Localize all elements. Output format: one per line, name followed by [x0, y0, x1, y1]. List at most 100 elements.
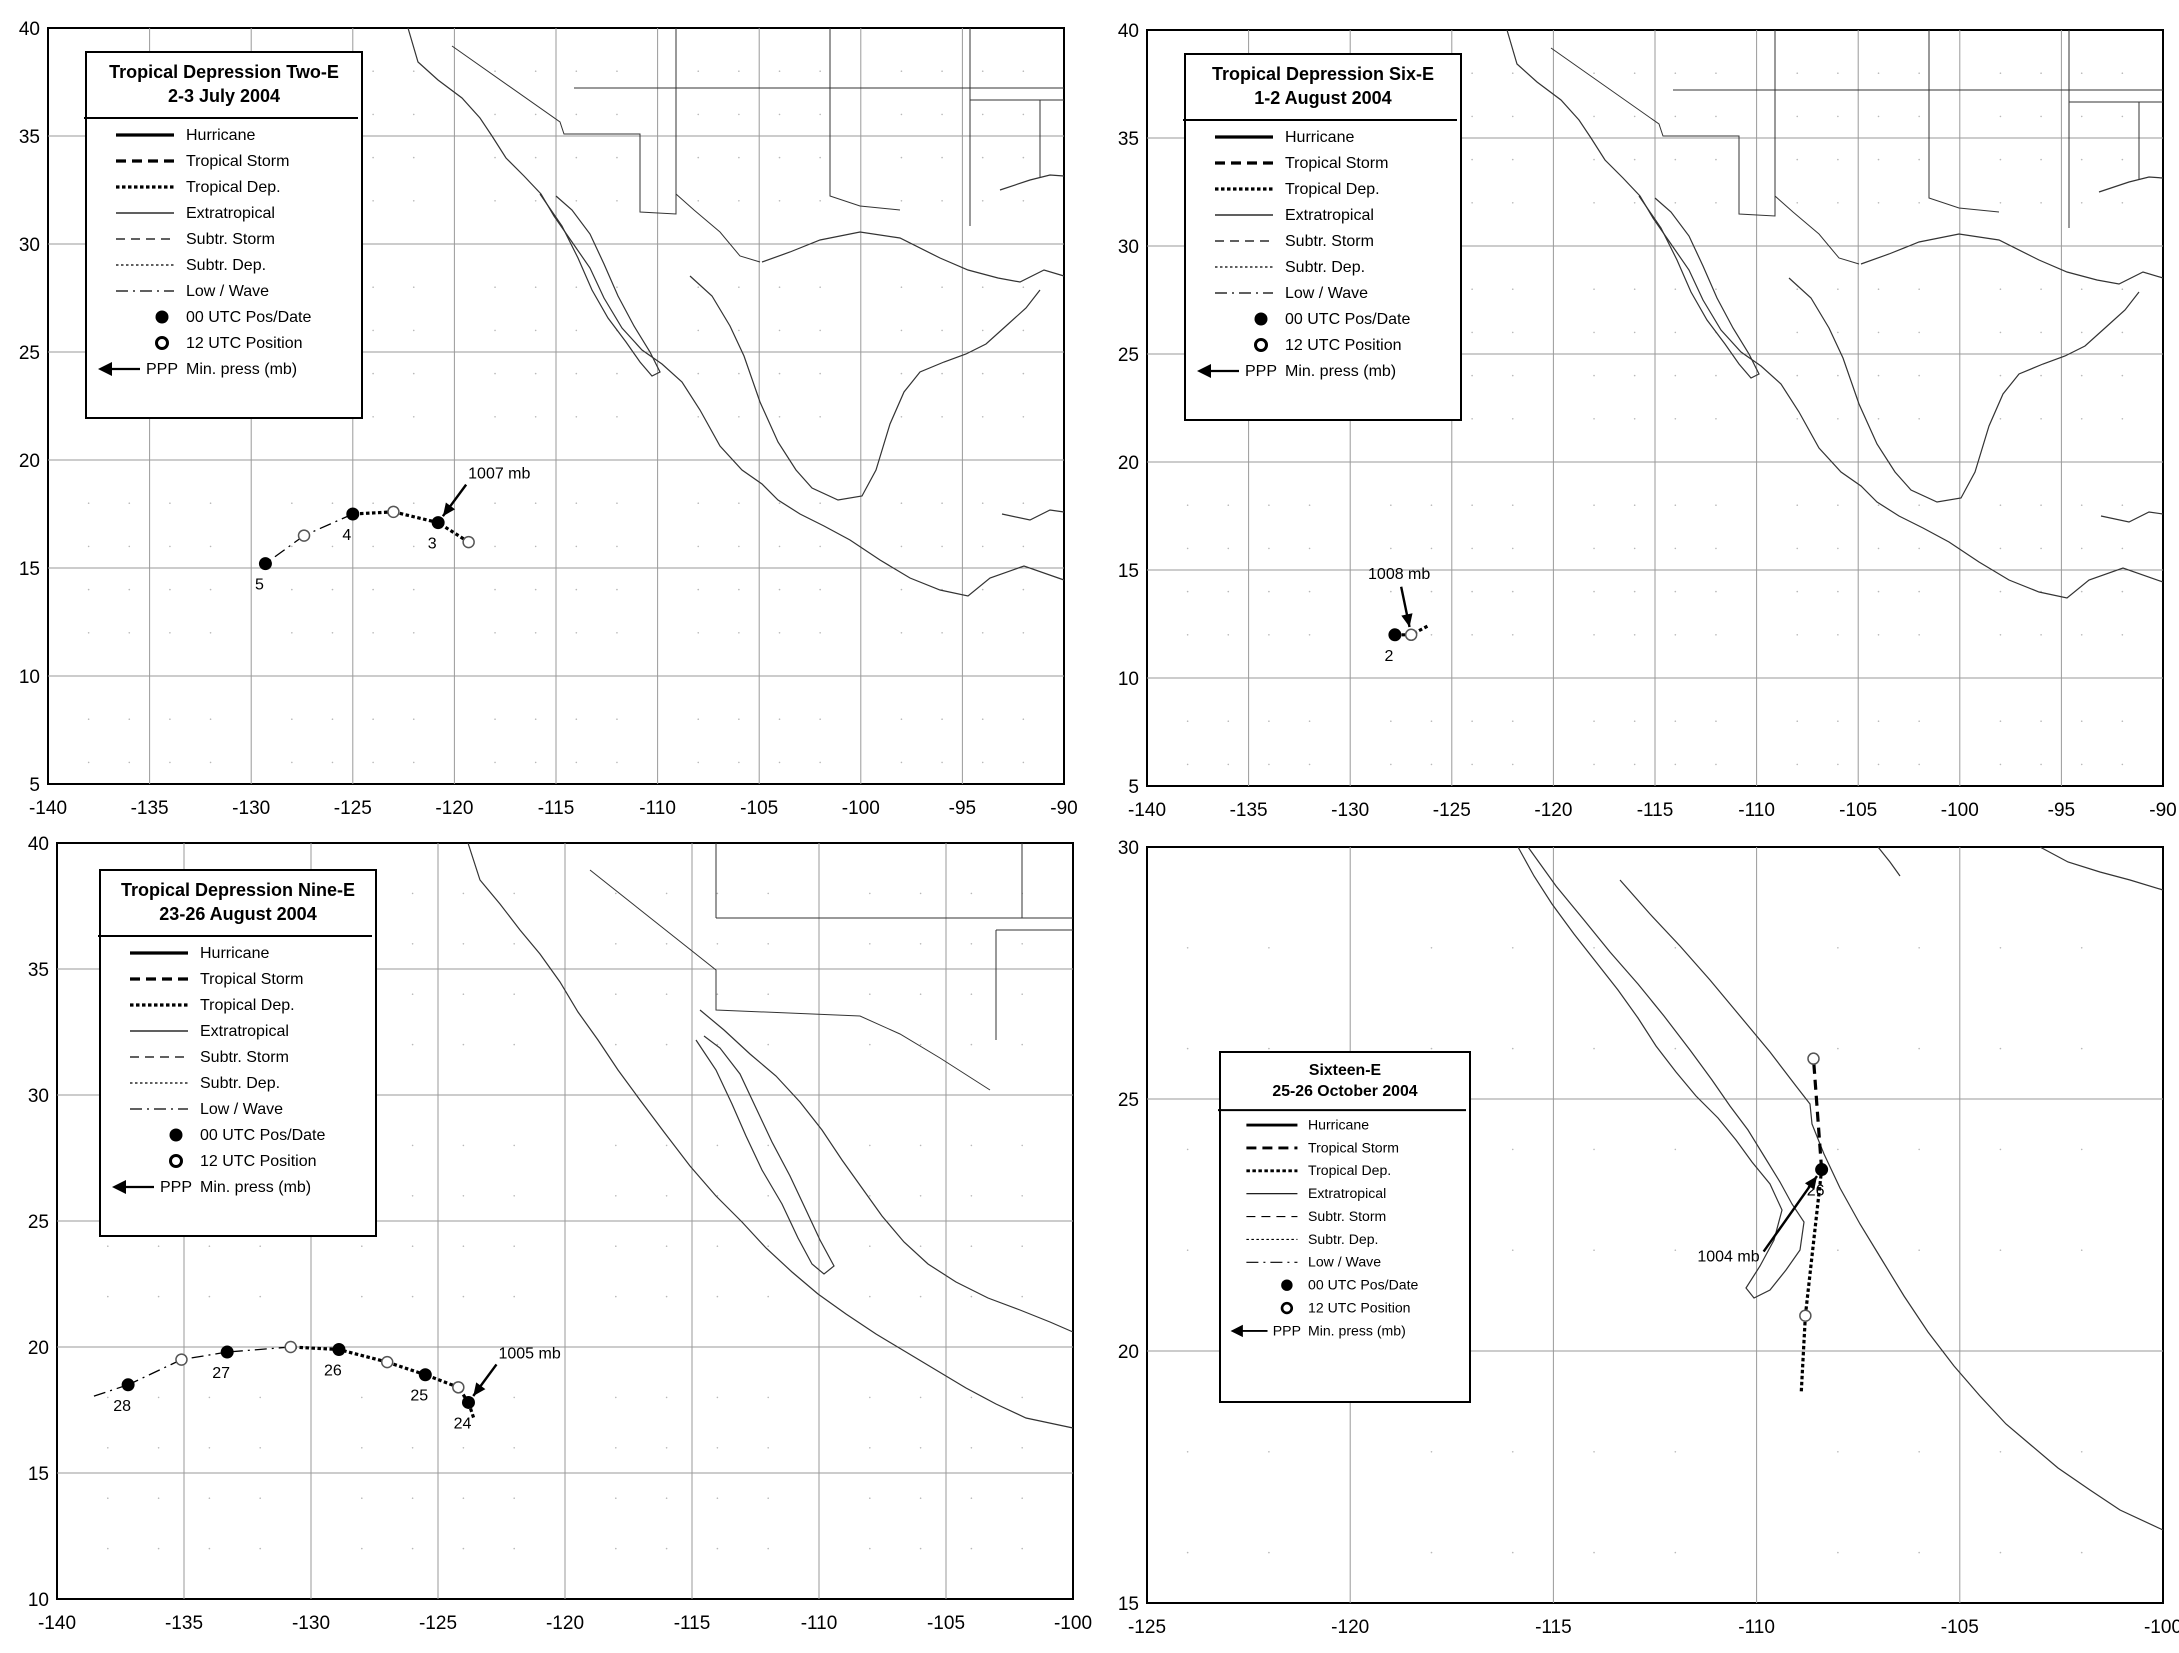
position-12utc	[175, 1353, 188, 1366]
grid-dot	[1227, 504, 1230, 507]
grid-dot	[1268, 634, 1270, 636]
grid-dot	[2080, 547, 2083, 550]
grid-dot	[665, 1396, 668, 1399]
grid-dot	[1308, 504, 1311, 507]
grid-dot	[819, 372, 821, 375]
grid-dot	[2080, 1047, 2083, 1050]
grid-dot	[1715, 720, 1717, 722]
grid-dot	[1511, 1451, 1514, 1453]
grid-dot	[494, 372, 496, 375]
grid-dot	[1022, 200, 1025, 202]
grid-dot	[767, 892, 769, 895]
grid-dot	[209, 502, 212, 505]
grid-dot	[372, 588, 374, 591]
grid-dot	[819, 113, 821, 116]
grid-dot	[738, 200, 740, 202]
grid-dot	[1593, 590, 1595, 593]
grid-dot	[616, 718, 618, 720]
grid-dot	[361, 1547, 363, 1550]
x-tick-label: -115	[538, 798, 575, 819]
grid-dot	[513, 1547, 515, 1550]
grid-dot	[919, 1497, 922, 1499]
grid-dot	[697, 286, 700, 289]
borders	[451, 28, 1064, 263]
grid-dot	[208, 1295, 211, 1298]
grid-dot	[1674, 374, 1677, 377]
legend-label: Subtr. Storm	[186, 231, 275, 248]
grid-dot	[1430, 720, 1433, 722]
grid-dot	[1999, 158, 2002, 161]
position-12utc	[284, 1340, 297, 1354]
grid-dot	[767, 1547, 769, 1550]
y-tick-label: 40	[19, 19, 40, 40]
grid-dot	[2121, 504, 2124, 507]
grid-dot	[1021, 943, 1023, 945]
grid-dot	[1471, 763, 1473, 766]
grid-dot	[1308, 634, 1311, 636]
grid-dot	[534, 156, 537, 159]
grid-dot	[900, 200, 903, 202]
grid-dot	[716, 1245, 719, 1247]
grid-dot	[1227, 634, 1230, 636]
grid-dot	[1877, 202, 1880, 204]
y-tick-label: 30	[1118, 237, 1139, 258]
grid-dot	[208, 1547, 211, 1550]
legend-box: Tropical Depression Nine-E 23-26 August 2…	[98, 869, 377, 1237]
grid-dot	[411, 892, 414, 895]
grid-dot	[2040, 504, 2042, 507]
x-tick-label: -125	[1128, 1617, 1166, 1638]
grid-dot	[1837, 1451, 1839, 1453]
y-tick-label: 10	[28, 1590, 49, 1611]
grid-dot	[534, 372, 537, 375]
grid-dot	[372, 70, 374, 72]
grid-dot	[2040, 720, 2042, 722]
date-label: 2	[1384, 648, 1393, 665]
grid-dot	[534, 70, 537, 72]
grid-dot	[1715, 547, 1717, 550]
grid-dot	[494, 156, 496, 159]
grid-dot	[1633, 72, 1636, 74]
borders	[589, 843, 1073, 1091]
grid-dot	[2080, 418, 2083, 420]
grid-dot	[412, 329, 415, 332]
legend-label: Extratropical	[1308, 1185, 1386, 1201]
position-00utc	[1388, 628, 1402, 642]
grid-dot	[1471, 418, 1473, 420]
grid-dot	[494, 545, 496, 548]
grid-dot	[1796, 374, 1799, 377]
grid-dot	[1022, 156, 1025, 159]
grid-dot	[411, 1043, 414, 1046]
grid-dot	[1390, 547, 1392, 550]
grid-dot	[919, 1396, 922, 1399]
grid-dot	[2121, 418, 2124, 420]
grid-dot	[1022, 632, 1025, 634]
storm-dates: 1-2 August 2004	[1254, 88, 1391, 108]
x-tick-label: -105	[1839, 800, 1877, 821]
legend-label: Tropical Dep.	[186, 179, 281, 196]
y-tick-label: 30	[1118, 838, 1139, 859]
grid-dot	[1186, 590, 1189, 593]
grid-dot	[1796, 590, 1799, 593]
grid-dot	[575, 761, 578, 764]
legend-symbol	[1280, 1301, 1294, 1315]
date-label: 28	[113, 1398, 131, 1415]
grid-dot	[513, 892, 515, 895]
grid-dot	[575, 286, 578, 289]
grid-dot	[291, 545, 293, 548]
grid-dot	[819, 718, 821, 720]
grid-dot	[941, 545, 943, 548]
legend-label: 12 UTC Position	[1308, 1299, 1411, 1315]
x-tick-label: -125	[334, 798, 372, 819]
grid-dot	[697, 329, 700, 332]
grid-dot	[767, 1195, 769, 1197]
grid-dot	[1633, 504, 1636, 507]
legend-label: Tropical Storm	[1308, 1139, 1399, 1155]
grid-dot	[107, 1396, 109, 1399]
grid-dot	[1999, 547, 2002, 550]
x-tick-label: -120	[1534, 800, 1572, 821]
y-tick-label: 20	[19, 451, 40, 472]
grid-dot	[1227, 547, 1230, 550]
grid-dot	[900, 545, 903, 548]
grid-dot	[2040, 202, 2042, 204]
grid-dot	[1796, 763, 1799, 766]
